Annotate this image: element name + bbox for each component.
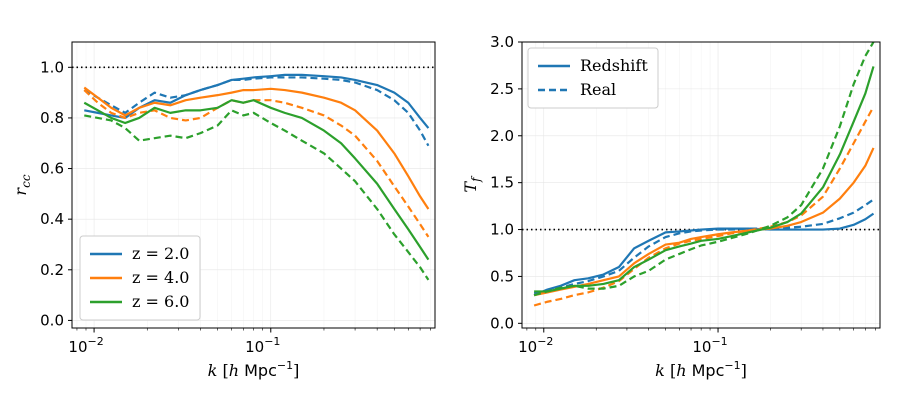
- y-tick-label: 3.0: [490, 33, 514, 51]
- legend-label: z = 2.0: [132, 244, 189, 263]
- legend-box: [527, 47, 659, 109]
- series-line: [533, 106, 875, 307]
- legend-label: z = 6.0: [132, 292, 189, 311]
- y-tick-label: 0.6: [40, 160, 64, 178]
- legend-label: z = 4.0: [132, 268, 189, 287]
- legend: z = 2.0 z = 4.0 z = 6.0: [79, 235, 201, 321]
- legend: Redshift Real: [527, 47, 659, 109]
- y-tick-label: 2.0: [490, 127, 514, 145]
- x-tick-label: 10−2: [68, 335, 103, 356]
- y-axis-label: rcc: [11, 174, 33, 195]
- x-axis-label: k [h Mpc−1]: [655, 359, 747, 380]
- series-line: [83, 76, 430, 147]
- x-tick-label: 10−1: [692, 335, 727, 356]
- series-line: [83, 89, 430, 238]
- legend-label: Real: [580, 80, 616, 99]
- plot-frame: [521, 41, 881, 329]
- series-line: [533, 198, 875, 295]
- y-tick-label: 0.5: [490, 267, 514, 285]
- y-tick-label: 0.0: [40, 311, 64, 329]
- series-line: [533, 147, 875, 297]
- y-tick-label: 1.5: [490, 174, 514, 192]
- x-axis-label: k [h Mpc−1]: [208, 359, 300, 380]
- plot-frame: [71, 41, 436, 329]
- y-tick-label: 1.0: [490, 221, 514, 239]
- series-line: [83, 86, 430, 210]
- right-panel: 0.0 0.5 1.0 1.5 2.0 2.5 3.0 10−2 10−1 Tf k [h Mpc−…: [461, 33, 881, 380]
- series-line: [84, 109, 430, 281]
- legend-label: Redshift: [580, 56, 648, 75]
- series-line: [534, 66, 875, 293]
- legend-box: [79, 235, 201, 321]
- series-line: [533, 212, 875, 297]
- y-tick-label: 0.8: [40, 109, 64, 127]
- y-tick-label: 0.4: [40, 210, 64, 228]
- y-tick-label: 1.0: [40, 58, 64, 76]
- y-tick-label: 0.2: [40, 261, 64, 279]
- x-tick-label: 10−1: [245, 335, 280, 356]
- y-axis-label: Tf: [461, 175, 483, 193]
- x-tick-label: 10−2: [518, 335, 553, 356]
- y-tick-label: 0.0: [490, 314, 514, 332]
- y-tick-label: 2.5: [490, 80, 514, 98]
- left-panel: 0.0 0.2 0.4 0.6 0.8 1.0 10−2 10−1 rcc k [h Mpc−1]…: [11, 41, 436, 380]
- series-line: [83, 99, 430, 261]
